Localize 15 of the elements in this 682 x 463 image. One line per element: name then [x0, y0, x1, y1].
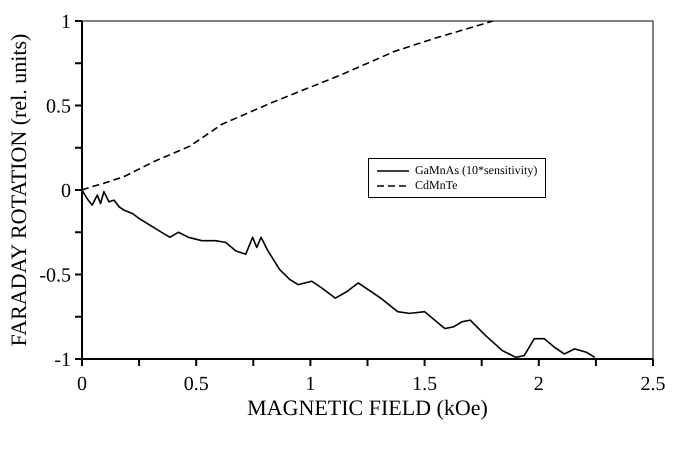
x-tick-label: 2.5 — [640, 373, 666, 395]
x-tick-label: 1 — [305, 373, 316, 395]
y-tick-label: 1 — [61, 11, 71, 33]
x-tick-label: 0.5 — [184, 373, 209, 395]
legend-label: CdMnTe — [415, 178, 458, 193]
y-tick-label: 0.5 — [46, 96, 71, 118]
y-tick-label: -1 — [54, 349, 71, 371]
y-axis-title: FARADAY ROTATION (rel. units) — [6, 34, 31, 346]
x-tick-label: 2 — [534, 373, 544, 395]
x-axis-title: MAGNETIC FIELD (kOe) — [247, 395, 488, 420]
y-tick-label: -0.5 — [39, 264, 71, 286]
x-tick-label: 1.5 — [412, 373, 438, 395]
y-tick-label: 0 — [61, 180, 71, 202]
legend-label: GaMnAs (10*sensitivity) — [415, 163, 538, 178]
x-tick-label: 0 — [77, 373, 87, 395]
